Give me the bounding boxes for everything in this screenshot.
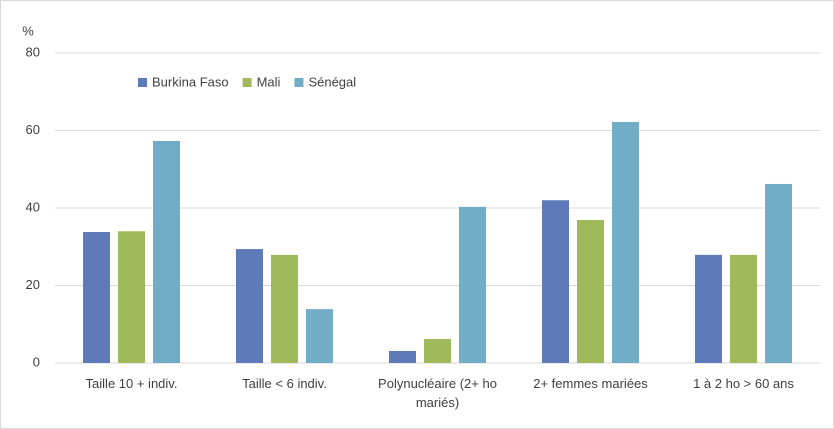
bar [424,338,451,363]
bar [612,121,639,363]
bar [459,206,486,363]
x-tick-label: Polynucléaire (2+ ho mariés) [378,376,497,410]
bar [153,140,180,363]
legend-swatch [294,78,304,87]
x-tick-label: Taille < 6 indiv. [242,376,327,391]
bar [83,232,110,363]
y-tick-label: 20 [26,277,40,292]
bar [389,350,416,363]
bar [118,231,145,363]
bar [236,249,263,363]
x-tick-label: 2+ femmes mariées [533,376,648,391]
y-tick-label: 40 [26,199,40,214]
bar [542,200,569,363]
x-tick-label: 1 à 2 ho > 60 ans [693,376,794,391]
legend-swatch [242,78,252,87]
y-tick-label: 0 [33,354,40,369]
legend-swatch [138,78,147,87]
bar [306,309,333,363]
bar [271,254,298,363]
y-axis-title: % [22,23,34,38]
bar [577,220,604,363]
y-tick-label: 60 [26,122,40,137]
bar [695,254,722,363]
legend-label: Mali [257,74,281,89]
bar [730,254,757,363]
bar [765,183,792,363]
y-tick-label: 80 [26,44,40,59]
legend-label: Sénégal [308,74,356,89]
legend-label: Burkina Faso [152,74,229,89]
x-tick-label: Taille 10 + indiv. [85,376,178,391]
